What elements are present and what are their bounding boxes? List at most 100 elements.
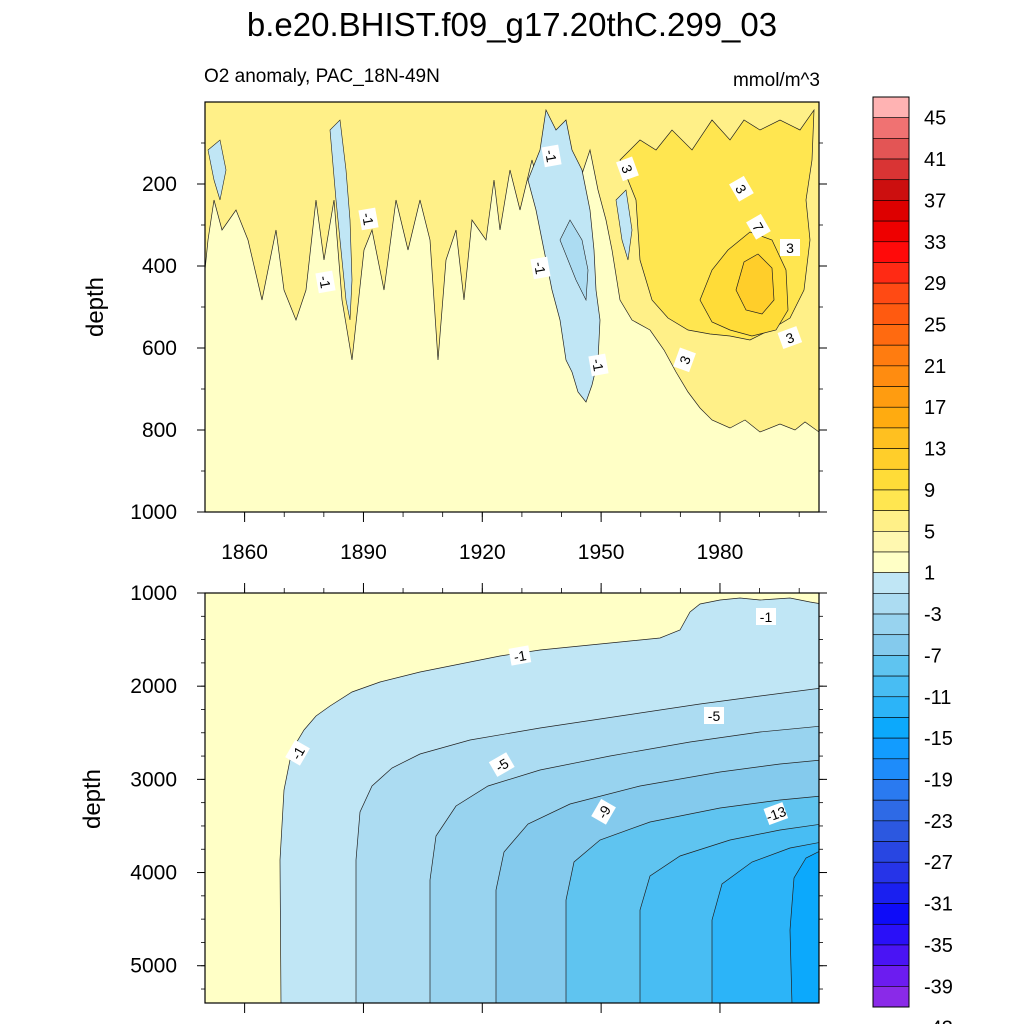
contour-label-bg [588, 353, 609, 377]
colorbar-box [872, 386, 910, 408]
colorbar-box [872, 634, 910, 656]
contour-label-text: -5 [708, 708, 721, 724]
top-y-axis-label: depth [82, 277, 109, 337]
colorbar-box [872, 531, 910, 553]
colorbar-label: 21 [924, 356, 946, 378]
y-tick-label: 5000 [130, 955, 177, 978]
y-tick-label: 2000 [130, 675, 177, 698]
contour-label-bg [488, 752, 515, 777]
contour-label-bg [777, 326, 803, 349]
bottom-band-minus15 [789, 851, 819, 1003]
contour-label-bg [508, 645, 532, 666]
contour-label-bg [358, 207, 379, 231]
top-negative-region [527, 108, 601, 403]
colorbar-box [872, 903, 910, 925]
top-negative-inner [559, 219, 589, 302]
contour-label-bg [530, 256, 551, 280]
colorbar-label: 13 [924, 439, 946, 461]
units-label: mmol/m^3 [733, 70, 820, 91]
contour-label: -1 [508, 645, 532, 666]
colorbar-box [872, 96, 910, 118]
contour-label: -5 [488, 752, 515, 777]
bottom-contour-labels: -1 -1 -1 -5 -5 -9 -13 [285, 608, 788, 825]
colorbar-box [872, 179, 910, 201]
colorbar-box [872, 489, 910, 511]
contour-label: -1 [588, 353, 609, 377]
contour-label: 3 [616, 156, 639, 182]
colorbar-box [872, 365, 910, 387]
contour-label: 3 [729, 175, 754, 202]
colorbar-box [872, 324, 910, 346]
colorbar-box [872, 799, 910, 822]
x-tick-labels: 1860 1890 1920 1950 1980 [221, 541, 743, 564]
x-tick-label: 1950 [578, 541, 625, 564]
colorbar-box [872, 841, 910, 863]
bottom-y-ticks [197, 592, 827, 990]
top-band-7-9 [735, 253, 775, 315]
colorbar-label: 1 [924, 563, 935, 585]
colorbar-label: -15 [924, 728, 953, 750]
contour-label-bg [315, 270, 336, 294]
colorbar-label: -27 [924, 852, 953, 874]
colorbar-box [872, 262, 910, 284]
chart-title: b.e20.BHIST.f09_g17.20thC.299_03 [247, 6, 777, 43]
colorbar-box [872, 220, 910, 243]
contour-label-text: -13 [764, 803, 789, 825]
contour-label-bg [780, 239, 800, 256]
contour-label-bg [285, 739, 310, 766]
colorbar-box [872, 986, 910, 1008]
top-negative-streak [329, 119, 353, 321]
colorbar-label: -39 [924, 976, 953, 998]
colorbar-box [872, 551, 910, 573]
colorbar-box [872, 779, 910, 801]
top-panel: 200 400 600 800 1000 1860 1890 1920 1950 1980 de… [82, 101, 827, 564]
contour-label: -1 [530, 256, 551, 280]
colorbar-box [872, 158, 910, 181]
y-tick-label: 800 [142, 419, 177, 442]
contour-label-text: -1 [542, 148, 560, 163]
contour-label-text: 3 [786, 240, 794, 256]
contour-label: -1 [541, 144, 562, 168]
contour-label: -5 [704, 707, 724, 724]
colorbar-box [872, 737, 910, 760]
bottom-y-tick-labels: 1000 2000 3000 4000 5000 [130, 582, 177, 978]
top-y-tick-labels: 200 400 600 800 1000 [130, 173, 177, 524]
colorbar-boxes [872, 96, 910, 1008]
colorbar-box [872, 448, 910, 470]
colorbar-labels: 45 41 37 33 29 25 21 17 13 9 5 1 -3 -7 -11 -15 -19 -23 -27… [924, 108, 953, 1024]
contour-label-bg [763, 802, 789, 825]
colorbar-box [872, 944, 910, 966]
colorbar-box [872, 613, 910, 636]
y-tick-label: 600 [142, 337, 177, 360]
colorbar-label: -35 [924, 935, 953, 957]
y-tick-label: 400 [142, 255, 177, 278]
colorbar-box [872, 406, 910, 429]
colorbar-label: -23 [924, 811, 953, 833]
colorbar-box [872, 861, 910, 884]
colorbar-box [872, 468, 910, 491]
contour-label: 3 [777, 326, 803, 349]
colorbar-box [872, 200, 910, 222]
x-tick-label: 1860 [221, 541, 268, 564]
colorbar-label: -43 [924, 1018, 953, 1024]
contour-label-bg [746, 213, 771, 240]
top-y-ticks [197, 142, 827, 513]
contour-label: -9 [591, 798, 616, 825]
bottom-y-axis-label: depth [79, 769, 106, 829]
colorbar-label: 41 [924, 149, 946, 171]
colorbar-box [872, 882, 910, 904]
contour-label: -1 [358, 207, 379, 231]
contour-label: 3 [780, 239, 800, 256]
colorbar-label: 9 [924, 480, 935, 502]
colorbar-label: 17 [924, 397, 946, 419]
contour-label-bg [541, 144, 562, 168]
colorbar-box [872, 923, 910, 946]
y-tick-label: 4000 [130, 862, 177, 885]
contour-label-text: -1 [512, 647, 527, 665]
top-negative-streak [615, 189, 633, 261]
contour-label-text: -1 [531, 260, 549, 275]
contour-label: -1 [756, 608, 776, 625]
y-tick-label: 3000 [130, 768, 177, 791]
